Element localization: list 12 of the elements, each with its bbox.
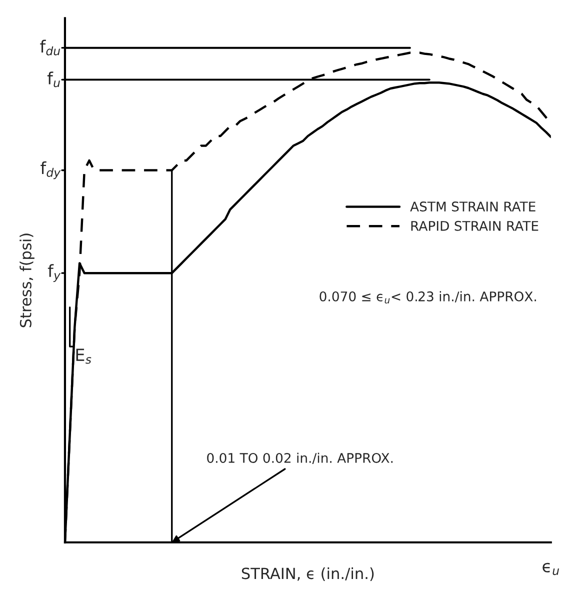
annotation: 0.01 TO 0.02 in./in. APPROX. bbox=[207, 452, 393, 464]
text: ϵ$_{u}$ bbox=[542, 562, 559, 576]
text: f$_{dy}$ bbox=[40, 161, 61, 180]
annotation: E$_{s}$ bbox=[76, 348, 92, 364]
ref-line-label: f$_{u}$ bbox=[47, 72, 60, 88]
text: f$_{y}$ bbox=[48, 264, 61, 282]
x-axis-title: STRAIN, ϵ (in./in.) bbox=[242, 567, 374, 581]
legend-label: ASTM STRAIN RATE bbox=[410, 202, 536, 212]
y-axis-title: Stress, f(psi) bbox=[20, 234, 34, 328]
annotation: 0.070 ≤ ϵ$_{u}$< 0.23 in./in. APPROX. bbox=[320, 291, 536, 304]
ref-line-label: f$_{du}$ bbox=[40, 40, 60, 56]
legend-label: RAPID STRAIN RATE bbox=[411, 220, 538, 231]
